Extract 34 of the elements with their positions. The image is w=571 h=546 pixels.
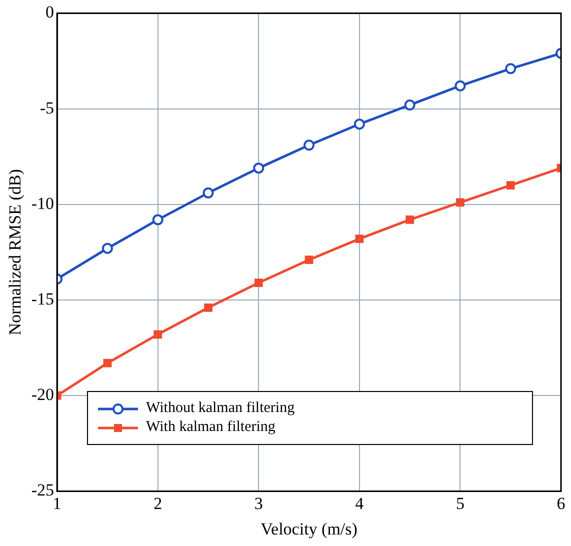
point (355, 234, 364, 243)
x-tick-label: 5 (456, 494, 464, 513)
point (456, 198, 464, 207)
y-tick-label: -5 (40, 98, 54, 118)
y-tick-label: -10 (31, 194, 54, 213)
point (204, 303, 212, 312)
point (202, 187, 214, 198)
point (304, 256, 314, 264)
x-tick-label: 6 (556, 494, 566, 513)
y-tick-label: -25 (31, 480, 54, 500)
x-axis-title: Velocity (m/s) (260, 519, 358, 538)
y-tick-label: 0 (46, 2, 54, 22)
x-tick-label: 3 (254, 494, 263, 513)
point (102, 242, 113, 254)
point (152, 214, 164, 226)
y-tick-label: -20 (31, 385, 54, 404)
x-tick-label: 2 (154, 494, 162, 513)
legend-label: Without kalman filtering (146, 400, 295, 418)
y-axis-title: Normalized RMSE (dB) (6, 169, 25, 336)
point (253, 162, 264, 174)
point (304, 140, 315, 151)
point (454, 80, 466, 92)
legend-label: With kalman filtering (146, 419, 276, 436)
x-tick-label: 4 (355, 494, 364, 513)
point (406, 216, 414, 224)
point (254, 278, 263, 287)
point (103, 358, 112, 368)
point (154, 330, 162, 339)
point (505, 63, 516, 74)
point (404, 99, 416, 110)
point (354, 118, 365, 130)
point (506, 181, 515, 190)
y-tick-label: -15 (31, 289, 54, 308)
x-tick-label: 1 (52, 494, 62, 513)
